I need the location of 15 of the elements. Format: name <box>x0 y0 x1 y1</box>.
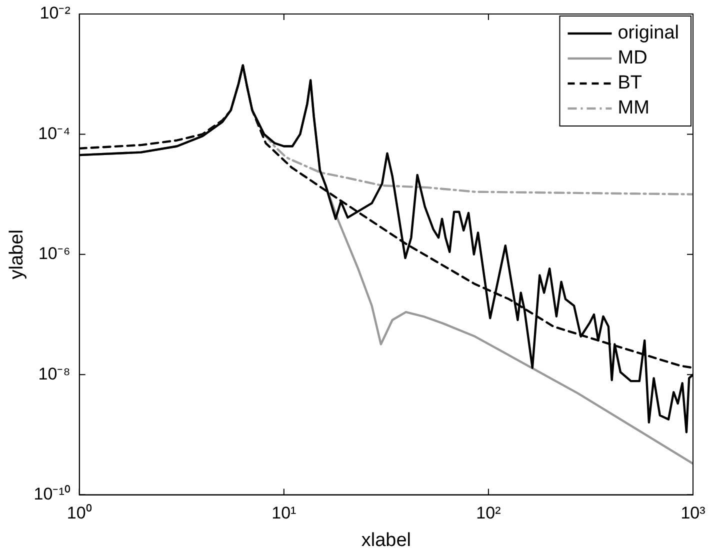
legend-label: original <box>618 22 680 44</box>
y-tick-label: 10⁻¹⁰ <box>34 484 70 504</box>
legend-label: MD <box>618 48 648 69</box>
legend-label: BT <box>618 72 642 94</box>
x-tick-label: 10² <box>476 504 502 523</box>
x-tick-label: 10³ <box>680 504 706 523</box>
y-tick-label: 10⁻² <box>40 4 71 23</box>
y-tick-label: 10⁻⁴ <box>38 124 70 143</box>
legend-label: MM <box>618 98 650 119</box>
y-axis-title: ylabel <box>6 230 28 280</box>
x-axis-title: xlabel <box>361 530 412 551</box>
y-tick-label: 10⁻⁸ <box>38 364 70 384</box>
x-tick-label: 10¹ <box>272 504 297 523</box>
y-tick-label: 10⁻⁶ <box>38 244 70 264</box>
x-tick-label: 10⁰ <box>66 504 92 523</box>
